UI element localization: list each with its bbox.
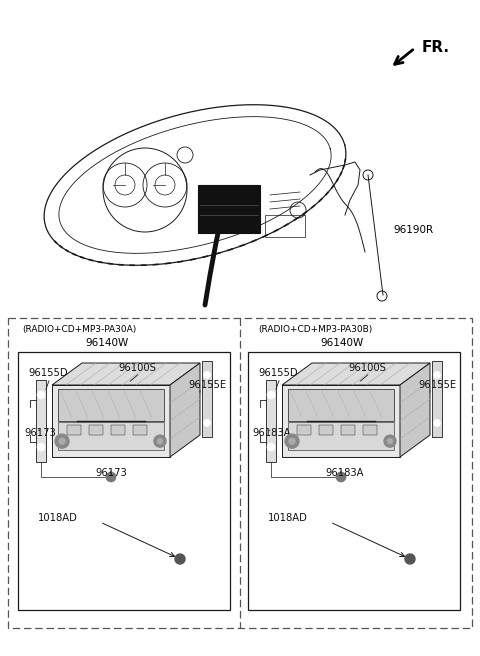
Bar <box>18 352 230 610</box>
Polygon shape <box>170 363 200 457</box>
Bar <box>8 318 472 628</box>
Bar <box>265 215 305 237</box>
Bar <box>341 424 355 435</box>
Circle shape <box>157 439 163 443</box>
Text: 96173: 96173 <box>95 468 127 478</box>
Circle shape <box>204 371 211 379</box>
Bar <box>297 424 311 435</box>
Bar <box>248 352 460 610</box>
Circle shape <box>59 438 65 444</box>
Bar <box>111 424 125 435</box>
Circle shape <box>405 554 415 564</box>
Polygon shape <box>266 380 276 462</box>
Polygon shape <box>52 363 200 385</box>
Text: 96155D: 96155D <box>28 368 68 378</box>
Bar <box>89 424 103 435</box>
Circle shape <box>37 391 45 399</box>
Bar <box>58 422 164 450</box>
Circle shape <box>154 435 166 447</box>
Circle shape <box>433 419 441 426</box>
Circle shape <box>387 439 393 443</box>
Circle shape <box>285 434 299 448</box>
Bar <box>198 185 260 233</box>
Circle shape <box>175 554 185 564</box>
Text: 1018AD: 1018AD <box>38 513 78 523</box>
Circle shape <box>106 472 116 482</box>
Text: 96100S: 96100S <box>118 363 156 373</box>
Bar <box>319 424 333 435</box>
Text: 96140W: 96140W <box>85 338 128 348</box>
Text: 1018AD: 1018AD <box>268 513 308 523</box>
Text: 96155E: 96155E <box>188 380 226 390</box>
Polygon shape <box>202 361 212 437</box>
Text: 96183A: 96183A <box>325 468 363 478</box>
Text: 96190R: 96190R <box>393 225 433 235</box>
Circle shape <box>55 434 69 448</box>
Polygon shape <box>36 380 46 462</box>
Polygon shape <box>432 361 442 437</box>
Polygon shape <box>282 385 400 457</box>
Text: (RADIO+CD+MP3-PA30B): (RADIO+CD+MP3-PA30B) <box>258 325 372 334</box>
Text: 96183A: 96183A <box>252 428 290 438</box>
Circle shape <box>37 443 45 451</box>
Circle shape <box>289 438 295 444</box>
Polygon shape <box>52 385 170 457</box>
Circle shape <box>384 435 396 447</box>
Text: 96155D: 96155D <box>258 368 298 378</box>
Text: (RADIO+CD+MP3-PA30A): (RADIO+CD+MP3-PA30A) <box>22 325 136 334</box>
Circle shape <box>204 419 211 426</box>
Bar <box>58 389 164 421</box>
Text: 96140W: 96140W <box>320 338 363 348</box>
Circle shape <box>336 472 346 482</box>
Bar <box>363 424 377 435</box>
Polygon shape <box>400 363 430 457</box>
Text: 96173: 96173 <box>24 428 56 438</box>
Text: FR.: FR. <box>422 39 450 54</box>
Circle shape <box>433 371 441 379</box>
Bar <box>133 424 147 435</box>
Text: 96100S: 96100S <box>348 363 386 373</box>
Circle shape <box>267 443 275 451</box>
Circle shape <box>267 391 275 399</box>
Bar <box>67 424 81 435</box>
Text: 96155E: 96155E <box>418 380 456 390</box>
Polygon shape <box>282 363 430 385</box>
Bar <box>288 422 394 450</box>
Bar <box>288 389 394 421</box>
